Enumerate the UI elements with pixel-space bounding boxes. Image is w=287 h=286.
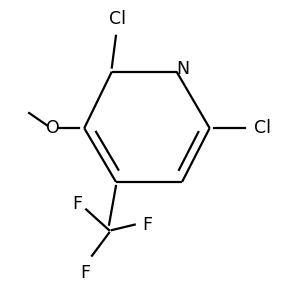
Text: F: F — [142, 216, 152, 234]
Text: N: N — [176, 60, 189, 78]
Text: F: F — [72, 195, 82, 213]
Text: Cl: Cl — [109, 9, 126, 27]
Text: O: O — [46, 119, 59, 137]
Text: Cl: Cl — [254, 119, 271, 137]
Text: F: F — [80, 264, 90, 282]
